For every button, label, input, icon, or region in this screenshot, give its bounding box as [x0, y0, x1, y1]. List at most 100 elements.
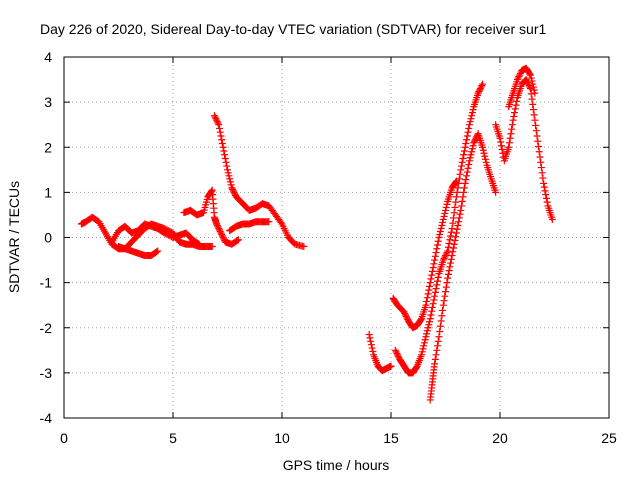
data-point — [218, 232, 226, 240]
x-tick-label: 0 — [60, 430, 68, 446]
data-point — [402, 312, 410, 320]
data-point — [430, 296, 438, 304]
data-point — [465, 161, 473, 169]
data-point — [442, 252, 449, 260]
data-point — [548, 215, 556, 223]
data-point — [434, 241, 442, 249]
data-point — [466, 154, 474, 162]
data-point — [459, 193, 467, 201]
data-point — [449, 248, 457, 256]
data-point — [367, 337, 375, 345]
data-point — [229, 187, 237, 195]
data-point — [525, 82, 533, 90]
data-point — [437, 224, 445, 232]
data-point — [228, 184, 236, 192]
data-point — [425, 286, 433, 294]
data-point — [463, 132, 471, 140]
data-point — [440, 212, 448, 220]
data-point — [392, 348, 400, 356]
data-point — [442, 203, 450, 211]
data-point — [474, 89, 482, 97]
data-point — [513, 97, 521, 105]
data-point — [427, 311, 435, 319]
data-point — [468, 112, 476, 120]
data-point — [231, 190, 239, 198]
data-point — [512, 101, 520, 109]
data-point — [431, 292, 439, 300]
data-point — [431, 288, 439, 296]
data-point — [229, 185, 237, 193]
data-point — [529, 83, 537, 91]
data-point — [444, 243, 452, 251]
data-point — [454, 184, 462, 192]
data-point — [219, 234, 227, 241]
data-point — [434, 237, 442, 245]
data-point — [210, 112, 218, 120]
data-point — [509, 116, 517, 124]
data-point — [463, 172, 471, 180]
data-point — [426, 282, 434, 290]
data-point — [403, 314, 411, 322]
data-point — [452, 233, 460, 241]
data-point — [455, 214, 463, 222]
data-point — [448, 252, 456, 260]
data-point — [467, 151, 475, 159]
data-point — [213, 116, 221, 124]
data-point — [456, 210, 464, 218]
data-point — [215, 121, 223, 129]
data-point — [530, 86, 538, 94]
data-point — [529, 106, 537, 114]
data-point — [532, 121, 540, 129]
data-point — [465, 157, 473, 165]
data-point — [469, 106, 477, 114]
data-point — [214, 119, 222, 127]
data-point — [446, 236, 454, 244]
data-point — [530, 111, 538, 119]
data-point — [394, 352, 402, 360]
data-point — [455, 179, 463, 187]
data-point — [223, 162, 231, 170]
data-point — [505, 139, 513, 147]
data-point — [481, 152, 489, 160]
data-point — [539, 174, 547, 182]
y-axis-label: SDTVAR / TECUs — [6, 181, 22, 293]
data-point — [419, 345, 427, 353]
data-point — [439, 306, 447, 314]
data-point — [366, 334, 374, 342]
data-point — [451, 237, 459, 245]
data-point — [387, 362, 395, 370]
data-point — [476, 86, 484, 94]
data-point — [455, 175, 463, 183]
data-point — [508, 121, 516, 129]
data-point — [433, 346, 441, 354]
axis-ticks: 0 5 10 15 20 25 -4 -3 -2 -1 0 1 2 3 4 — [40, 49, 617, 446]
data-point — [225, 172, 233, 180]
data-point — [535, 142, 543, 150]
data-point — [443, 200, 451, 208]
data-point — [452, 198, 460, 206]
data-point — [542, 191, 550, 199]
data-point — [216, 128, 224, 136]
data-point — [516, 71, 524, 79]
data-point — [154, 247, 162, 255]
data-point — [481, 155, 489, 163]
data-point — [468, 148, 476, 156]
data-point — [277, 218, 285, 226]
data-point — [479, 146, 487, 154]
data-point — [543, 198, 551, 206]
data-point — [446, 263, 454, 271]
data-point — [367, 341, 375, 349]
data-point — [515, 73, 523, 81]
data-point — [222, 158, 230, 166]
data-point — [429, 264, 437, 272]
data-point — [436, 227, 444, 235]
data-point — [447, 232, 455, 240]
data-point — [431, 355, 439, 363]
data-point — [455, 218, 463, 226]
data-point — [528, 95, 536, 103]
data-point — [400, 308, 408, 316]
x-tick-label: 15 — [383, 430, 399, 446]
data-point — [265, 218, 273, 226]
data-point — [226, 175, 234, 183]
